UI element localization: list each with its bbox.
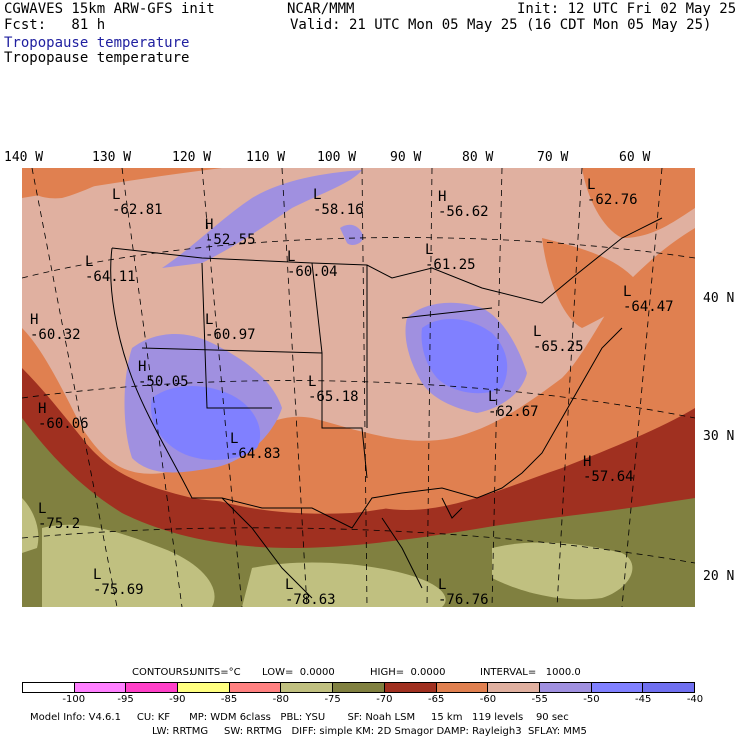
pressure-center: H -57.64 <box>583 454 634 485</box>
valid-time: Valid: 21 UTC Mon 05 May 25 (16 CDT Mon … <box>290 17 712 33</box>
colorbar-tick-label: -50 <box>583 694 600 705</box>
contour-label: CONTOURS: <box>132 667 193 678</box>
pressure-center: H -60.32 <box>30 312 81 343</box>
colorbar-swatch <box>178 683 230 692</box>
colorbar-tick-label: -80 <box>272 694 290 705</box>
colorbar-tick-label: -90 <box>169 694 186 705</box>
pressure-center: L -64.83 <box>230 431 281 462</box>
pressure-center: H -60.06 <box>38 401 89 432</box>
forecast-hour: Fcst: 81 h <box>4 17 106 33</box>
colorbar-tick-label: -45 <box>635 694 652 705</box>
field-title-contour: Tropopause temperature <box>4 50 190 66</box>
pressure-center: L -65.25 <box>533 324 584 355</box>
init-time: Init: 12 UTC Fri 02 May 25 <box>517 1 737 17</box>
pressure-center: L -78.63 <box>285 577 336 608</box>
lon-label: 140 W <box>4 150 44 165</box>
pressure-center: L -76.76 <box>438 577 489 608</box>
colorbar-tick-label: -55 <box>531 694 548 705</box>
colorbar-tick-label: -65 <box>427 694 445 705</box>
lon-label: 110 W <box>246 150 286 165</box>
pressure-center: H -56.62 <box>438 189 489 220</box>
colorbar-swatch <box>384 683 437 692</box>
lat-label: 40 N <box>703 291 735 306</box>
units-label: UNITS=°C <box>190 667 241 678</box>
colorbar-tick-label: -60 <box>479 694 497 705</box>
colorbar-swatch <box>23 683 75 692</box>
pressure-center: L -62.81 <box>112 187 163 218</box>
colorbar-swatch <box>333 683 385 692</box>
pressure-center: L -65.18 <box>308 374 359 405</box>
lon-label: 70 W <box>537 150 569 165</box>
pressure-center: L -61.25 <box>425 242 476 273</box>
pressure-center: L -62.67 <box>488 389 539 420</box>
colorbar-swatch <box>229 683 282 692</box>
center-name: NCAR/MMM <box>287 1 355 17</box>
lon-label: 120 W <box>172 150 212 165</box>
colorbar-tick-label: -70 <box>376 694 393 705</box>
colorbar-swatch <box>436 683 489 692</box>
colorbar <box>22 682 695 693</box>
pressure-center: L -75.2 <box>38 501 81 532</box>
model-info: Model Info: V4.6.1 CU: KF MP: WDM 6class… <box>30 712 569 723</box>
colorbar-tick-label: -40 <box>686 694 704 705</box>
pressure-center: L -75.69 <box>93 567 144 598</box>
colorbar-swatch <box>281 683 334 692</box>
pressure-center: L -58.16 <box>313 187 364 218</box>
lon-label: 60 W <box>619 150 651 165</box>
colorbar-swatch <box>643 683 694 692</box>
colorbar-tick-label: -75 <box>324 694 341 705</box>
lon-label: 100 W <box>317 150 357 165</box>
pressure-center: H -52.55 <box>205 217 256 248</box>
low-label: LOW= 0.0000 <box>262 667 335 678</box>
colorbar-tick-label: -100 <box>62 694 86 705</box>
physics-info: LW: RRTMG SW: RRTMG DIFF: simple KM: 2D … <box>152 726 587 737</box>
pressure-center: L -60.04 <box>287 249 338 280</box>
colorbar-tick-label: -85 <box>220 694 238 705</box>
lon-label: 80 W <box>462 150 494 165</box>
tropopause-temperature-map <box>22 168 695 607</box>
colorbar-swatch <box>74 683 127 692</box>
colorbar-tick-label: -95 <box>117 694 134 705</box>
model-title: CGWAVES 15km ARW-GFS init <box>4 1 215 17</box>
lon-label: 90 W <box>390 150 422 165</box>
colorbar-swatch <box>591 683 644 692</box>
pressure-center: L -62.76 <box>587 177 638 208</box>
lon-label: 130 W <box>92 150 132 165</box>
pressure-center: L -60.97 <box>205 312 256 343</box>
pressure-center: L -64.11 <box>85 254 136 285</box>
pressure-center: L -64.47 <box>623 284 674 315</box>
interval-label: INTERVAL= 1000.0 <box>480 667 581 678</box>
high-label: HIGH= 0.0000 <box>370 667 446 678</box>
field-title-shaded: Tropopause temperature <box>4 35 190 51</box>
lat-label: 20 N <box>703 569 735 584</box>
pressure-center: H -50.05 <box>138 359 189 390</box>
lat-label: 30 N <box>703 429 735 444</box>
colorbar-swatch <box>488 683 540 692</box>
colorbar-swatch <box>539 683 592 692</box>
colorbar-swatch <box>126 683 179 692</box>
